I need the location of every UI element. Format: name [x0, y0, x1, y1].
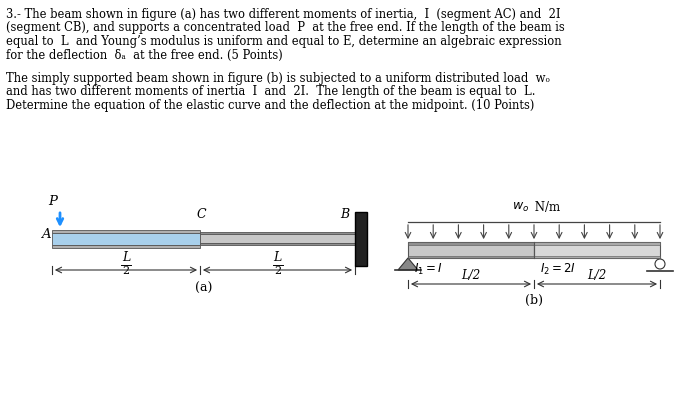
- Text: (segment CB), and supports a concentrated load  P  at the free end. If the lengt: (segment CB), and supports a concentrate…: [6, 21, 565, 35]
- Bar: [200, 232, 355, 234]
- Text: and has two different moments of inertia  I  and  2I.  The length of the beam is: and has two different moments of inertia…: [6, 86, 535, 99]
- Text: C: C: [197, 208, 207, 221]
- Text: (a): (a): [195, 282, 212, 295]
- Bar: [408, 242, 534, 258]
- Bar: [408, 242, 534, 245]
- Text: The simply supported beam shown in figure (b) is subjected to a uniform distribu: The simply supported beam shown in figur…: [6, 72, 550, 85]
- Text: L: L: [274, 251, 281, 264]
- Bar: [355, 212, 367, 266]
- Bar: [534, 255, 660, 258]
- Bar: [52, 245, 200, 248]
- Circle shape: [655, 259, 665, 269]
- Bar: [534, 242, 660, 245]
- Text: B: B: [340, 208, 349, 221]
- Bar: [200, 243, 355, 245]
- Text: $w_o$: $w_o$: [512, 201, 529, 214]
- Text: 2: 2: [122, 266, 130, 276]
- Bar: [534, 242, 660, 258]
- Text: L/2: L/2: [461, 269, 481, 282]
- Bar: [52, 230, 200, 233]
- Bar: [408, 255, 534, 258]
- Text: P: P: [48, 195, 57, 208]
- Bar: [200, 234, 355, 243]
- Bar: [52, 233, 200, 245]
- Text: $\it{I}_2 = 2\it{I}$: $\it{I}_2 = 2\it{I}$: [540, 262, 576, 277]
- Text: N/m: N/m: [531, 201, 560, 214]
- Text: Determine the equation of the elastic curve and the deflection at the midpoint. : Determine the equation of the elastic cu…: [6, 99, 535, 112]
- Text: $\it{I}_1 = \it{I}$: $\it{I}_1 = \it{I}$: [414, 262, 443, 277]
- Text: for the deflection  δₐ  at the free end. (5 Points): for the deflection δₐ at the free end. (…: [6, 48, 283, 61]
- Text: L/2: L/2: [588, 269, 607, 282]
- Text: 3.- The beam shown in figure (a) has two different moments of inertia,  I  (segm: 3.- The beam shown in figure (a) has two…: [6, 8, 560, 21]
- Text: 2: 2: [274, 266, 281, 276]
- Text: (b): (b): [525, 294, 543, 307]
- Polygon shape: [398, 258, 418, 270]
- Text: A: A: [41, 227, 51, 240]
- Text: equal to  L  and Young’s modulus is uniform and equal to E, determine an algebra: equal to L and Young’s modulus is unifor…: [6, 35, 562, 48]
- Text: L: L: [122, 251, 130, 264]
